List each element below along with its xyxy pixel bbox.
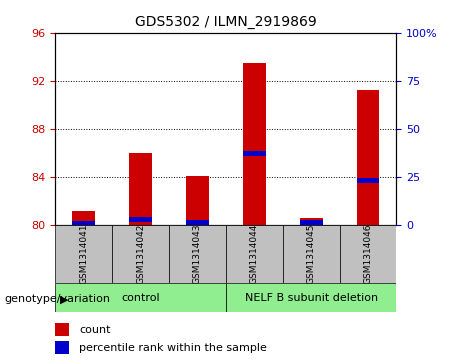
Bar	[300, 218, 323, 225]
Bar	[243, 151, 266, 156]
Text: GSM1314046: GSM1314046	[364, 224, 372, 284]
Text: percentile rank within the sample: percentile rank within the sample	[79, 343, 267, 353]
Bar	[72, 211, 95, 225]
Text: GSM1314043: GSM1314043	[193, 224, 202, 284]
Text: GSM1314041: GSM1314041	[79, 224, 88, 284]
Text: GSM1314044: GSM1314044	[250, 224, 259, 284]
FancyBboxPatch shape	[283, 225, 340, 283]
Bar	[243, 63, 266, 225]
Text: NELF B subunit deletion: NELF B subunit deletion	[245, 293, 378, 303]
Bar	[300, 220, 323, 225]
Bar	[357, 178, 379, 183]
FancyBboxPatch shape	[169, 225, 226, 283]
Bar	[55, 341, 69, 354]
FancyBboxPatch shape	[112, 225, 169, 283]
Text: control: control	[121, 293, 160, 303]
Bar	[357, 90, 379, 225]
FancyBboxPatch shape	[55, 283, 226, 312]
Bar	[186, 176, 209, 225]
Bar	[129, 153, 152, 225]
Text: ▶: ▶	[60, 294, 68, 305]
Bar	[72, 221, 95, 225]
Bar	[55, 323, 69, 336]
Bar	[186, 220, 209, 225]
FancyBboxPatch shape	[226, 283, 396, 312]
Text: GSM1314045: GSM1314045	[307, 224, 316, 284]
FancyBboxPatch shape	[55, 225, 112, 283]
Text: genotype/variation: genotype/variation	[5, 294, 111, 305]
FancyBboxPatch shape	[226, 225, 283, 283]
Text: count: count	[79, 325, 111, 335]
FancyBboxPatch shape	[340, 225, 396, 283]
Text: GSM1314042: GSM1314042	[136, 224, 145, 284]
Title: GDS5302 / ILMN_2919869: GDS5302 / ILMN_2919869	[135, 15, 317, 29]
Bar	[129, 217, 152, 222]
